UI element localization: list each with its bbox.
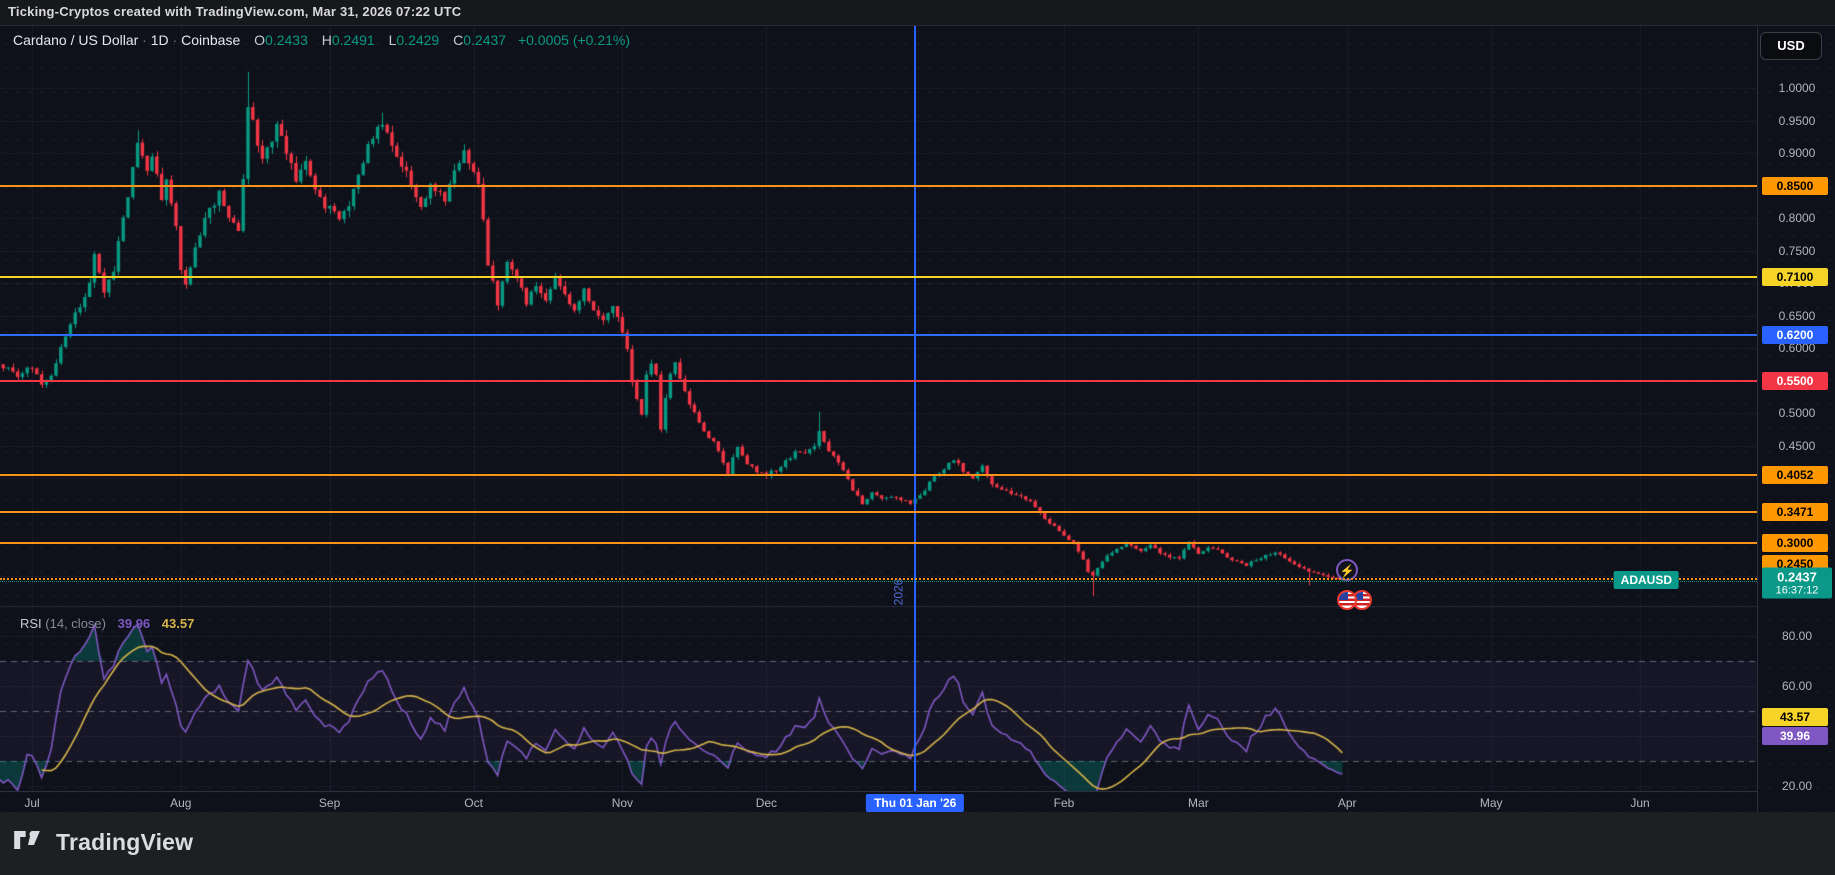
exchange-label: Coinbase [181, 32, 241, 48]
rsi-axis-label: 60.00 [1781, 679, 1813, 693]
price-axis[interactable]: 1.00000.95000.90000.80000.75000.70000.65… [1757, 26, 1835, 813]
low-key: L [388, 32, 397, 48]
rsi-name[interactable]: RSI [20, 616, 42, 631]
level-price-chip: 0.3000 [1762, 534, 1828, 552]
close-key: C [453, 32, 464, 48]
tradingview-brand-text: TradingView [56, 829, 194, 855]
attribution-bar: Ticking-Cryptos created with TradingView… [0, 0, 1835, 25]
vertical-event-line[interactable] [914, 26, 917, 791]
level-price-chip: 0.3471 [1762, 503, 1828, 522]
price-axis-label: 0.4500 [1778, 438, 1816, 453]
month-label: Jul [24, 796, 40, 810]
level-price-chip: 0.5500 [1762, 371, 1828, 390]
open-value: 0.2433 [265, 32, 308, 48]
currency-toggle-button[interactable]: USD [1760, 32, 1822, 60]
attribution-text: Ticking-Cryptos created with TradingView… [8, 4, 462, 19]
level-price-chip: 0.7100 [1762, 267, 1828, 286]
event-line-year-label: 2026 [891, 578, 906, 605]
tradingview-brand[interactable]: TradingView [14, 829, 193, 856]
us-flag-event-icon[interactable] [1337, 589, 1358, 610]
separator-dot: · [142, 32, 151, 48]
open-key: O [254, 32, 266, 48]
price-axis-label: 0.9500 [1778, 113, 1816, 128]
price-axis-label: 0.6000 [1778, 341, 1816, 355]
rsi-value-yellow: 43.57 [161, 616, 195, 631]
low-value: 0.2429 [396, 32, 440, 48]
level-line-0.3471[interactable] [0, 511, 1757, 514]
us-flag-event-icon[interactable] [1351, 589, 1372, 610]
last-price-chip: 0.2437 16:37:12 [1762, 567, 1832, 599]
lightning-marker-icon[interactable]: ⚡ [1336, 559, 1359, 582]
rsi-value-chip: 43.57 [1762, 708, 1828, 727]
level-line-0.6200[interactable] [0, 334, 1757, 336]
last-price-value: 0.2437 [1777, 569, 1817, 585]
time-axis[interactable]: Jul Aug Sep Oct Nov Dec Thu 01 Jan '26 Feb Mar Ap… [0, 791, 1757, 814]
interval-label[interactable]: 1D [150, 32, 169, 48]
tradingview-logo-icon [14, 830, 40, 849]
rsi-value-purple: 39.96 [117, 616, 151, 631]
chart-area: 2026 ⚡ Cardano / US Dollar · 1D · Coinba… [0, 25, 1835, 813]
level-price-chip: 0.8500 [1762, 176, 1828, 195]
current-price-line [0, 580, 1757, 582]
level-line-0.5500[interactable] [0, 379, 1757, 382]
level-line-0.4052[interactable] [0, 473, 1757, 476]
symbol-header: Cardano / US Dollar · 1D · Coinbase O0.2… [13, 32, 630, 48]
rsi-params: (14, close) [45, 616, 106, 631]
month-label: Apr [1337, 796, 1357, 810]
level-line-0.7100[interactable] [0, 275, 1757, 278]
month-label: Sep [318, 796, 341, 810]
separator-dot: · [172, 32, 182, 48]
month-label: Mar [1188, 796, 1209, 810]
footer-bar: TradingView [0, 812, 1835, 875]
month-label: Feb [1053, 796, 1075, 810]
price-axis-label: 1.0000 [1778, 81, 1816, 95]
level-line-0.8500[interactable] [0, 184, 1757, 187]
close-value: 0.2437 [463, 32, 507, 48]
price-axis-label: 0.9000 [1778, 146, 1816, 160]
level-line-0.3000[interactable] [0, 542, 1757, 544]
high-key: H [321, 32, 332, 48]
high-value: 0.2491 [331, 32, 375, 48]
rsi-legend: RSI (14, close) 39.96 43.57 [20, 616, 194, 631]
date-event-chip: Thu 01 Jan '26 [866, 794, 965, 812]
month-label: Dec [755, 796, 778, 810]
month-label: Nov [611, 796, 634, 810]
price-axis-label: 0.7500 [1778, 243, 1816, 258]
level-line-0.2450[interactable] [0, 577, 1757, 580]
rsi-axis-label: 80.00 [1781, 629, 1813, 643]
price-axis-label: 0.5000 [1778, 406, 1816, 420]
month-label: Jun [1630, 796, 1650, 810]
symbol-price-flag: ADAUSD [1613, 570, 1679, 589]
month-label: Oct [464, 796, 483, 810]
candles-and-rsi-canvas [0, 26, 1757, 813]
symbol-title[interactable]: Cardano / US Dollar [13, 32, 139, 48]
change-value: +0.0005 (+0.21%) [517, 32, 631, 48]
price-axis-label: 0.8000 [1778, 211, 1816, 225]
rsi-axis-label: 20.00 [1781, 779, 1813, 793]
level-price-chip: 0.4052 [1762, 465, 1828, 484]
bar-countdown: 16:37:12 [1775, 584, 1819, 597]
rsi-value-chip: 39.96 [1762, 727, 1828, 746]
price-axis-label: 0.6500 [1778, 308, 1816, 323]
month-label: May [1479, 796, 1503, 810]
plot-region[interactable]: 2026 ⚡ Cardano / US Dollar · 1D · Coinba… [0, 26, 1757, 813]
level-price-chip: 0.6200 [1762, 326, 1828, 344]
month-label: Aug [170, 796, 192, 810]
